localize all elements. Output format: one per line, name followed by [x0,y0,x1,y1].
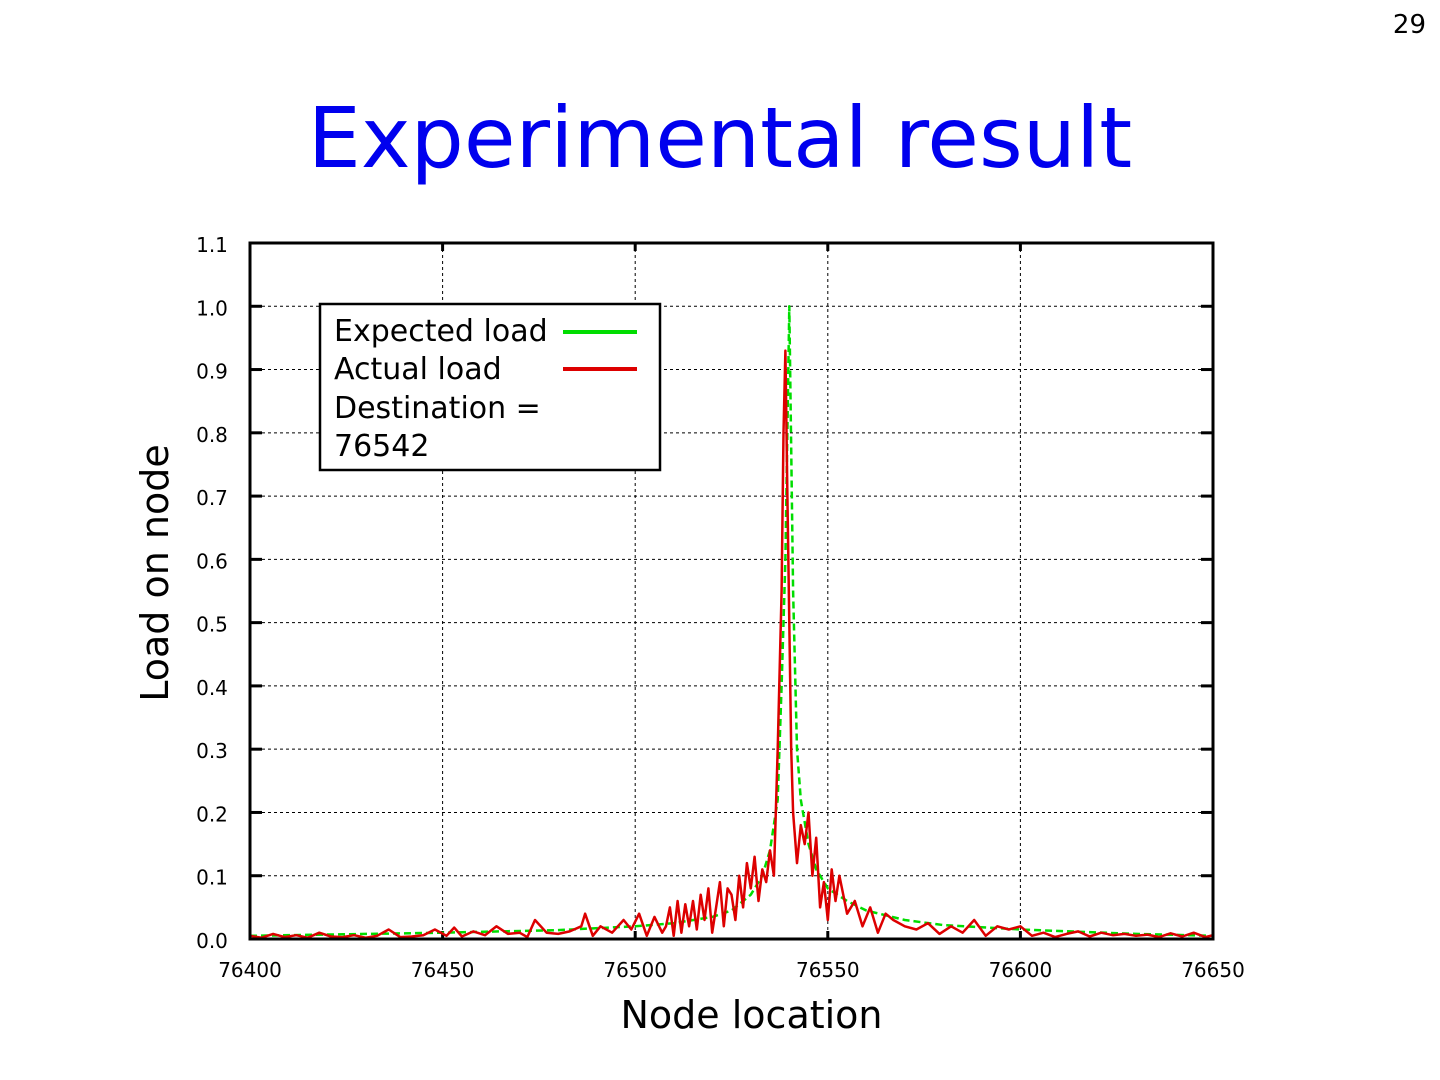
y-tick-label: 0.3 [196,739,228,763]
x-tick-label: 76400 [218,958,282,982]
y-tick-label: 0.9 [196,360,228,384]
legend-destination-value: 76542 [334,429,429,464]
page-number: 29 [1392,10,1426,40]
legend-entry-actual-load: Actual load [334,352,502,387]
y-tick-label: 0.2 [196,802,228,826]
y-axis-title: Load on node [133,444,177,701]
y-tick-label: 1.0 [196,296,228,320]
series-lines [249,305,1214,939]
y-tick-label: 1.1 [196,233,228,257]
x-tick-label: 76500 [603,958,667,982]
tick-labels: 76400 76450 76500 76550 76600 76650 0.0 0.1 0.2 0… [196,233,1245,982]
legend: Expected load Actual load Destination = … [318,302,662,472]
series-line-actual-load [249,349,1214,939]
legend-destination-label: Destination = [334,391,541,426]
x-tick-label: 76450 [411,958,475,982]
y-tick-label: 0.5 [196,613,228,637]
y-tick-label: 0.6 [196,549,228,573]
legend-entry-expected-load: Expected load [334,314,548,349]
slide-title: Experimental result [307,89,1133,187]
x-tick-label: 76550 [796,958,860,982]
y-tick-label: 0.1 [196,866,228,890]
x-tick-label: 76650 [1181,958,1245,982]
y-tick-label: 0.8 [196,423,228,447]
series-line-expected-load [249,305,1214,938]
plot-frame [248,241,1215,941]
y-tick-label: 0.0 [196,929,228,953]
x-tick-label: 76600 [989,958,1053,982]
x-axis-title: Node location [620,993,882,1037]
y-tick-label: 0.7 [196,486,228,510]
y-tick-label: 0.4 [196,676,228,700]
